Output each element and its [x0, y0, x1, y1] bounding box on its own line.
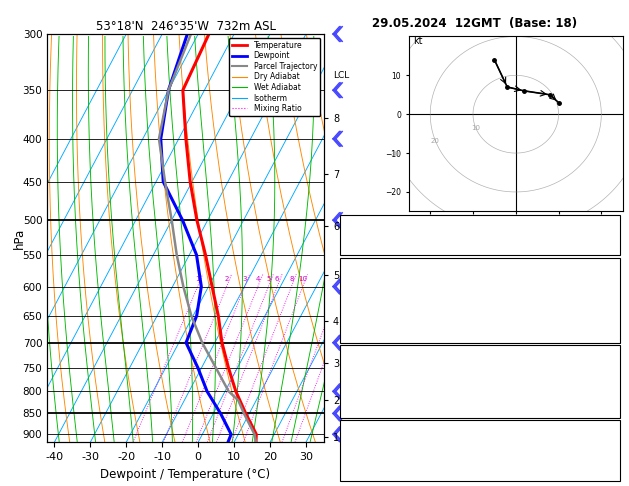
Text: Lifted Index: Lifted Index	[343, 306, 400, 316]
Text: 8: 8	[289, 277, 294, 282]
Text: 8.3: 8.3	[601, 283, 616, 293]
Text: LCL: LCL	[333, 71, 350, 81]
Text: 20: 20	[431, 138, 440, 144]
Text: StmDir: StmDir	[343, 456, 377, 467]
Text: 0: 0	[610, 329, 616, 339]
Text: 0: 0	[610, 317, 616, 327]
Text: 29.05.2024  12GMT  (Base: 18): 29.05.2024 12GMT (Base: 18)	[372, 17, 577, 30]
Text: 3: 3	[242, 277, 247, 282]
Text: 5: 5	[266, 277, 270, 282]
Text: 1.81: 1.81	[595, 242, 616, 252]
Text: 0: 0	[610, 393, 616, 403]
Text: 317: 317	[598, 294, 616, 304]
Text: θₑ(K): θₑ(K)	[343, 294, 367, 304]
Text: hPa: hPa	[13, 227, 26, 249]
X-axis label: Dewpoint / Temperature (°C): Dewpoint / Temperature (°C)	[101, 468, 270, 481]
Text: 320: 320	[598, 370, 616, 380]
Text: 225°: 225°	[593, 456, 616, 467]
Text: θₑ (K): θₑ (K)	[343, 370, 370, 380]
Text: CIN (J): CIN (J)	[343, 329, 374, 339]
Text: Hodograph: Hodograph	[447, 425, 512, 435]
Text: kt: kt	[413, 36, 423, 46]
Legend: Temperature, Dewpoint, Parcel Trajectory, Dry Adiabat, Wet Adiabat, Isotherm, Mi: Temperature, Dewpoint, Parcel Trajectory…	[229, 38, 320, 116]
Text: © weatheronline.co.uk: © weatheronline.co.uk	[426, 474, 530, 484]
Text: CIN (J): CIN (J)	[343, 404, 374, 414]
Text: 46: 46	[604, 232, 616, 242]
Text: 190: 190	[598, 445, 616, 455]
Text: Pressure (mb): Pressure (mb)	[343, 359, 411, 369]
Text: 6: 6	[275, 277, 279, 282]
Text: 16: 16	[604, 468, 616, 478]
Text: 4: 4	[610, 306, 616, 316]
Text: CAPE (J): CAPE (J)	[343, 317, 382, 327]
Text: 4: 4	[256, 277, 260, 282]
Text: Lifted Index: Lifted Index	[343, 382, 400, 391]
Text: 279: 279	[598, 434, 616, 444]
Text: Most Unstable: Most Unstable	[437, 350, 522, 360]
Text: SREH: SREH	[343, 445, 369, 455]
Text: EH: EH	[343, 434, 356, 444]
Text: Surface: Surface	[457, 262, 502, 273]
Text: PW (cm): PW (cm)	[343, 242, 384, 252]
Text: K: K	[343, 221, 349, 231]
Text: 16.1: 16.1	[595, 271, 616, 281]
Text: 10: 10	[471, 124, 480, 131]
Text: 30: 30	[391, 151, 399, 157]
Text: Temp (°C): Temp (°C)	[343, 271, 391, 281]
Text: 21: 21	[604, 221, 616, 231]
Text: StmSpd (kt): StmSpd (kt)	[343, 468, 401, 478]
Text: 2: 2	[225, 277, 229, 282]
Text: 10: 10	[298, 277, 307, 282]
Text: CAPE (J): CAPE (J)	[343, 393, 382, 403]
Text: Totals Totals: Totals Totals	[343, 232, 402, 242]
Text: 0: 0	[610, 404, 616, 414]
Text: 1: 1	[195, 277, 200, 282]
Text: 800: 800	[598, 359, 616, 369]
Text: 2: 2	[610, 382, 616, 391]
Y-axis label: km
ASL: km ASL	[349, 227, 369, 249]
Title: 53°18'N  246°35'W  732m ASL: 53°18'N 246°35'W 732m ASL	[96, 20, 276, 33]
Text: Dewp (°C): Dewp (°C)	[343, 283, 393, 293]
